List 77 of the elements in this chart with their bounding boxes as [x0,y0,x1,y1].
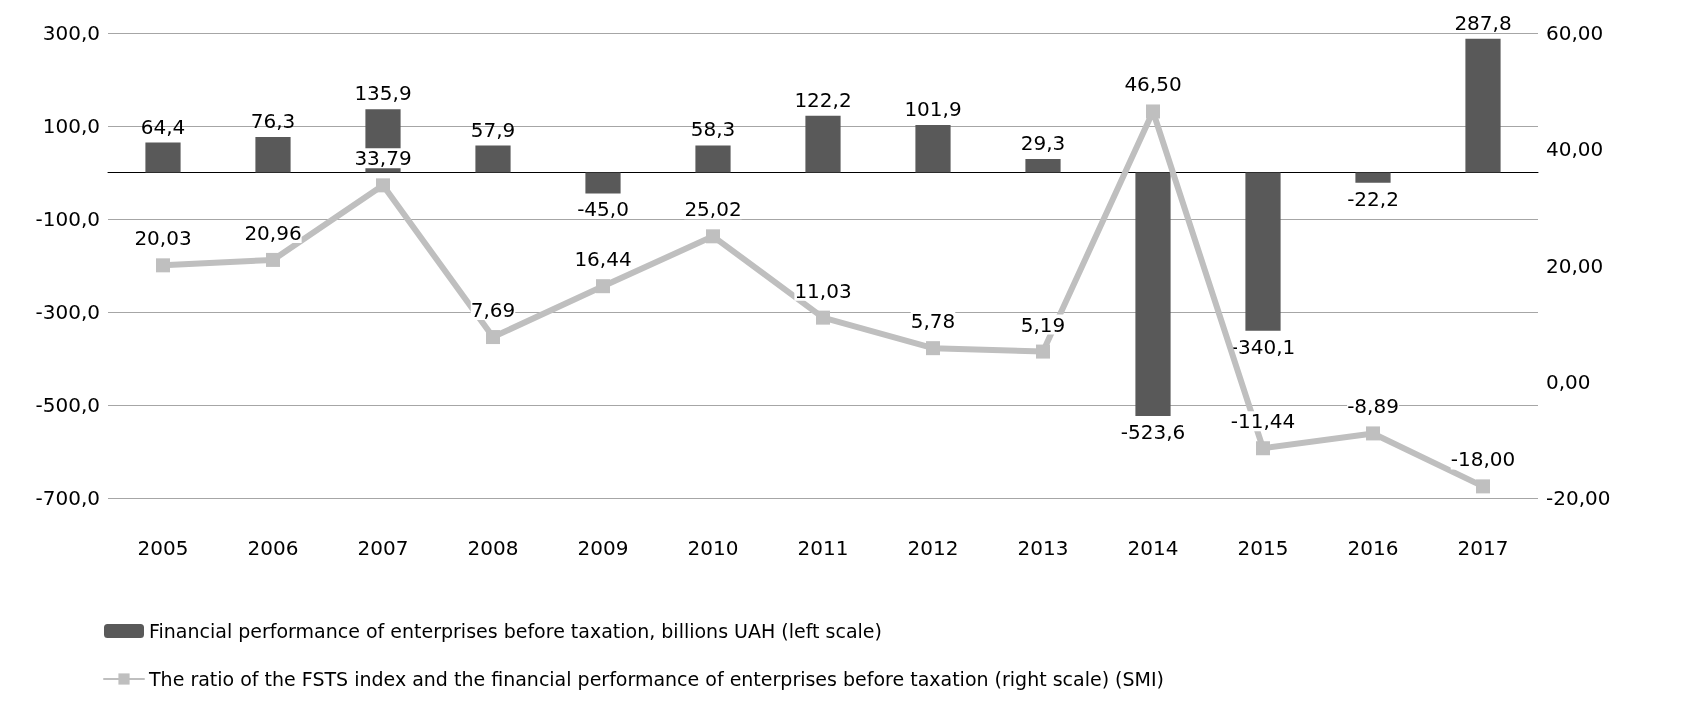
data-label: 57,9 [470,117,516,142]
legend-label: The ratio of the FSTS index and the financial performance of enterprises before taxation (right scale) (SMI) [148,668,1164,690]
x-tick-label: 2011 [797,536,849,560]
data-label: -11,44 [1230,409,1296,434]
y2-tick-label: 60,00 [1546,21,1604,45]
point [376,178,390,193]
bar [585,172,621,194]
data-label: 5,78 [910,309,956,334]
data-label: -45,0 [577,197,629,222]
data-label: 64,4 [140,114,186,139]
x-tick-label: 2006 [247,536,299,560]
x-tick-label: 2005 [137,536,189,560]
point [596,279,610,294]
bar [475,145,511,173]
y2-tick-label: 20,00 [1546,253,1604,278]
point [1036,344,1050,359]
y-tick-label: 100,0 [42,114,100,138]
bar [255,137,291,173]
data-label: 76,3 [250,109,296,134]
bar [695,145,731,173]
y-tick-label: -500,0 [35,393,100,417]
x-tick-label: 2017 [1457,536,1509,560]
bar [1465,38,1501,173]
y2-tick-label: 0,00 [1546,369,1591,394]
y-tick-label: -300,0 [35,300,100,324]
data-label: 16,44 [574,247,632,272]
x-tick-label: 2014 [1127,536,1179,560]
data-label: 33,79 [354,146,412,171]
data-label: -22,2 [1347,186,1399,211]
data-label: 5,19 [1020,312,1066,337]
point [266,252,280,267]
x-tick-label: 2010 [687,536,739,560]
x-tick-label: 2015 [1237,536,1289,560]
data-label: 20,03 [134,226,192,251]
point [926,341,940,356]
point [156,258,170,273]
bar [1135,172,1171,416]
data-label: -8,89 [1347,394,1399,419]
data-label: 135,9 [354,81,412,106]
point [1146,104,1160,119]
legend-label: Financial performance of enterprises before taxation, billions UAH (left scale) [149,620,882,642]
data-label: 25,02 [684,197,742,222]
data-label: 29,3 [1020,130,1066,155]
y-tick-label: 300,0 [42,21,100,45]
x-tick-label: 2007 [357,536,409,560]
y-tick-label: -100,0 [35,207,100,231]
bar [1025,158,1061,173]
y-tick-label: -700,0 [35,486,100,510]
point [706,229,720,244]
y2-tick-label: 40,00 [1546,137,1604,162]
bar [915,125,951,173]
data-label: 122,2 [794,87,852,112]
data-label: 58,3 [690,117,736,142]
data-label: 7,69 [470,298,516,323]
bar [805,115,841,173]
x-tick-label: 2008 [467,536,519,560]
data-label: -340,1 [1230,334,1296,359]
bar [1245,172,1281,331]
point [816,310,830,325]
data-label: 20,96 [244,220,302,245]
data-label: 287,8 [1454,10,1512,35]
data-label: -18,00 [1450,447,1516,472]
x-tick-label: 2009 [577,536,629,560]
bar [145,142,181,173]
x-tick-label: 2016 [1347,536,1399,560]
data-label: 101,9 [904,97,962,122]
data-label: 11,03 [794,278,852,303]
x-tick-label: 2012 [907,536,959,560]
point [1256,441,1270,456]
data-label: -523,6 [1120,419,1186,444]
point [1366,426,1380,441]
x-tick-label: 2013 [1017,536,1069,560]
y2-tick-label: -20,00 [1546,486,1611,510]
data-label: 46,50 [1124,72,1182,97]
bar [1355,172,1391,183]
point [486,330,500,345]
point [1476,479,1490,494]
